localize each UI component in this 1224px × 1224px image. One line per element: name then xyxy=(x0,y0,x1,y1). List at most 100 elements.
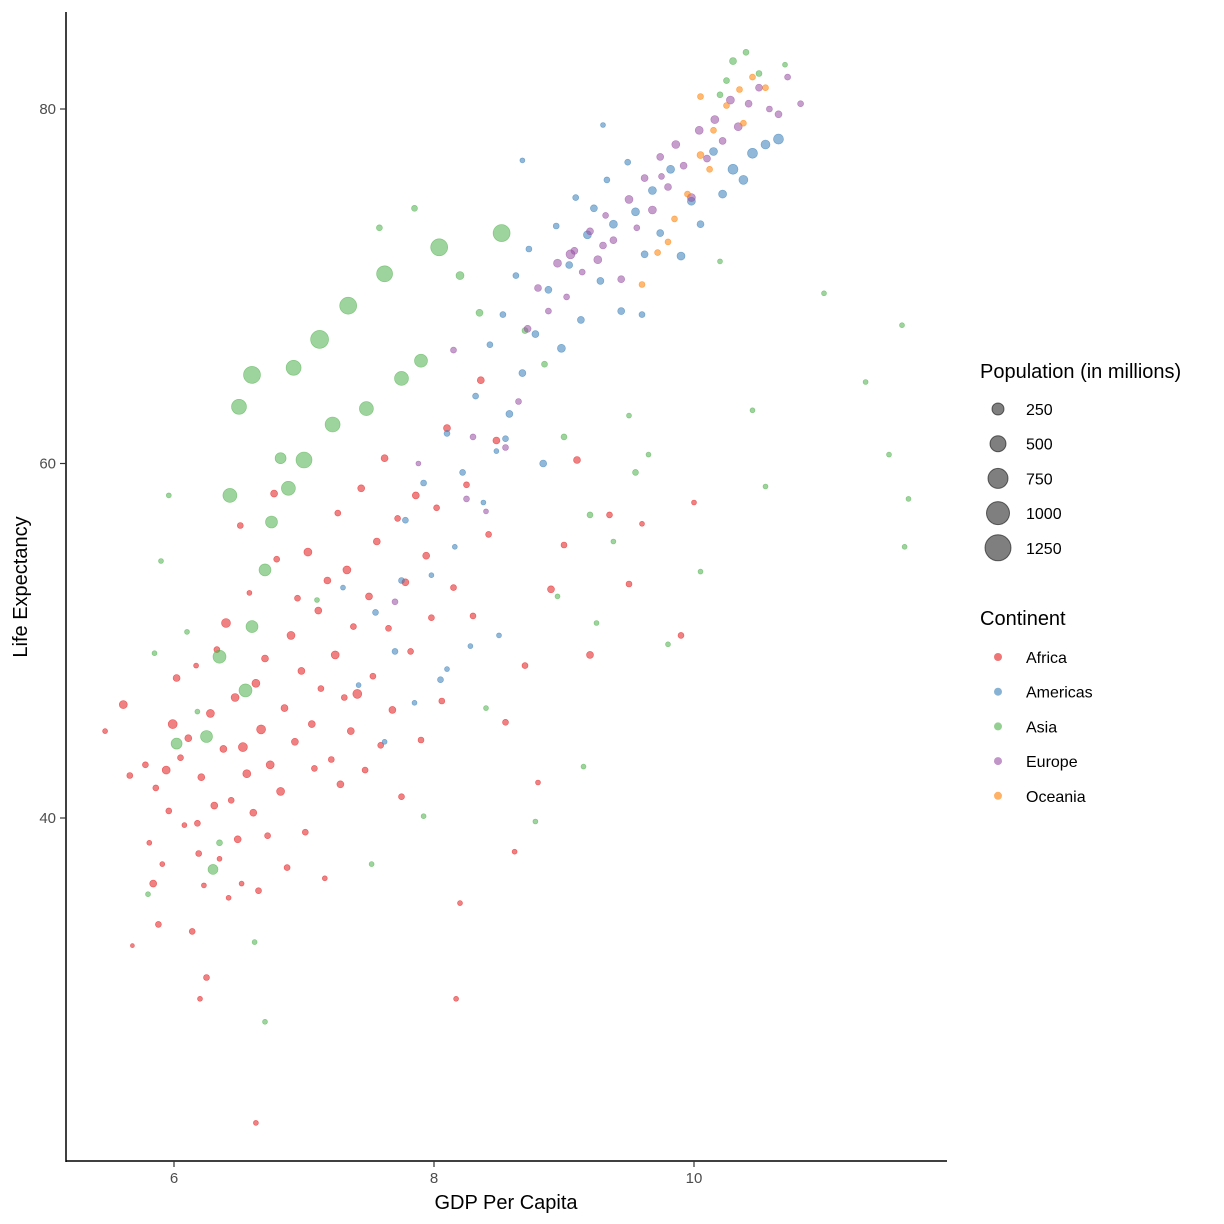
point-africa-52 xyxy=(297,667,306,675)
point-americas-5 xyxy=(402,516,409,524)
point-oceania-11 xyxy=(664,238,672,246)
point-africa-80 xyxy=(398,793,405,801)
point-africa-103 xyxy=(573,456,581,464)
point-americas-4 xyxy=(391,648,399,655)
size-legend-items: 250 500 750 1000 1250 xyxy=(984,402,1062,562)
point-asia-64 xyxy=(716,91,724,99)
point-asia-2 xyxy=(158,558,164,564)
point-africa-75 xyxy=(377,741,385,749)
point-africa-0 xyxy=(102,728,108,734)
point-americas-16 xyxy=(486,341,494,349)
point-africa-31 xyxy=(230,693,240,702)
point-americas-12 xyxy=(459,469,466,476)
point-asia-9 xyxy=(212,649,227,664)
point-asia-37 xyxy=(586,511,594,519)
point-americas-58 xyxy=(398,577,405,584)
point-europe-37 xyxy=(450,346,457,354)
point-asia-18 xyxy=(281,480,296,496)
point-africa-54 xyxy=(303,547,313,557)
point-americas-39 xyxy=(640,250,649,259)
point-africa-108 xyxy=(677,632,685,639)
point-asia-5 xyxy=(184,629,190,635)
point-africa-95 xyxy=(485,531,492,538)
y-axis-ticks: 40 60 80 xyxy=(39,101,66,827)
point-europe-26 xyxy=(710,115,720,124)
point-asia-67 xyxy=(755,70,763,77)
point-africa-30 xyxy=(227,796,235,804)
point-americas-10 xyxy=(443,430,451,437)
point-africa-19 xyxy=(195,850,202,857)
point-americas-9 xyxy=(437,676,444,684)
point-europe-1 xyxy=(502,444,509,451)
color-legend-key-europe xyxy=(994,757,1002,766)
point-africa-6 xyxy=(149,879,157,888)
point-americas-13 xyxy=(467,643,474,649)
color-legend-items: Africa Americas Asia Europe Oceania xyxy=(994,650,1093,806)
point-africa-63 xyxy=(334,509,342,517)
point-asia-36 xyxy=(560,433,568,441)
point-americas-15 xyxy=(480,499,487,506)
point-americas-53 xyxy=(600,122,606,128)
point-europe-16 xyxy=(633,224,641,232)
color-legend-label-asia: Asia xyxy=(1026,719,1057,736)
point-asia-43 xyxy=(697,568,704,575)
point-africa-33 xyxy=(237,522,244,529)
point-africa-98 xyxy=(511,848,518,855)
point-asia-38 xyxy=(610,538,617,545)
x-axis-ticks: 6 8 10 xyxy=(170,1161,702,1187)
point-africa-58 xyxy=(317,685,325,692)
point-africa-65 xyxy=(340,694,348,701)
point-africa-1 xyxy=(119,700,128,709)
point-oceania-3 xyxy=(696,151,705,159)
point-europe-31 xyxy=(755,83,763,92)
point-asia-7 xyxy=(200,730,213,743)
point-americas-29 xyxy=(572,194,580,201)
point-africa-88 xyxy=(438,697,446,705)
point-americas-28 xyxy=(565,261,574,269)
size-legend-key-1250 xyxy=(984,534,1012,562)
point-africa-101 xyxy=(547,585,555,594)
point-americas-47 xyxy=(718,189,727,199)
color-legend-label-europe: Europe xyxy=(1026,754,1078,771)
point-africa-86 xyxy=(428,614,435,622)
point-europe-0 xyxy=(483,508,489,515)
y-axis-title: Life Expectancy xyxy=(10,516,32,657)
point-asia-28 xyxy=(411,205,418,212)
color-legend-key-americas xyxy=(994,687,1002,696)
point-africa-62 xyxy=(330,650,340,660)
point-africa-4 xyxy=(142,761,149,769)
point-africa-105 xyxy=(606,511,613,519)
point-americas-43 xyxy=(676,251,686,261)
point-africa-44 xyxy=(270,489,278,498)
point-europe-34 xyxy=(784,73,791,81)
size-legend-label-1250: 1250 xyxy=(1026,541,1062,558)
point-asia-22 xyxy=(324,416,341,433)
point-asia-42 xyxy=(665,641,671,648)
point-asia-14 xyxy=(245,620,259,633)
point-americas-8 xyxy=(428,572,435,579)
point-americas-49 xyxy=(738,175,749,185)
point-europe-6 xyxy=(553,258,562,268)
point-africa-111 xyxy=(253,1120,259,1126)
point-africa-47 xyxy=(280,704,289,712)
point-africa-49 xyxy=(286,631,296,640)
point-asia-61 xyxy=(483,705,489,711)
point-asia-25 xyxy=(376,224,383,232)
point-asia-57 xyxy=(251,939,258,945)
point-africa-12 xyxy=(167,719,178,729)
color-legend-label-americas: Americas xyxy=(1026,685,1093,702)
point-africa-83 xyxy=(411,491,420,500)
point-europe-3 xyxy=(523,324,532,333)
point-africa-42 xyxy=(264,832,271,840)
point-europe-10 xyxy=(586,227,594,236)
point-africa-16 xyxy=(184,734,193,743)
point-europe-13 xyxy=(609,236,618,244)
point-europe-22 xyxy=(679,161,688,170)
point-oceania-10 xyxy=(654,249,661,256)
point-africa-39 xyxy=(255,887,262,895)
point-asia-30 xyxy=(430,238,449,257)
point-americas-52 xyxy=(773,133,784,145)
point-europe-30 xyxy=(744,99,753,108)
point-africa-50 xyxy=(291,737,299,746)
point-africa-40 xyxy=(256,724,266,735)
